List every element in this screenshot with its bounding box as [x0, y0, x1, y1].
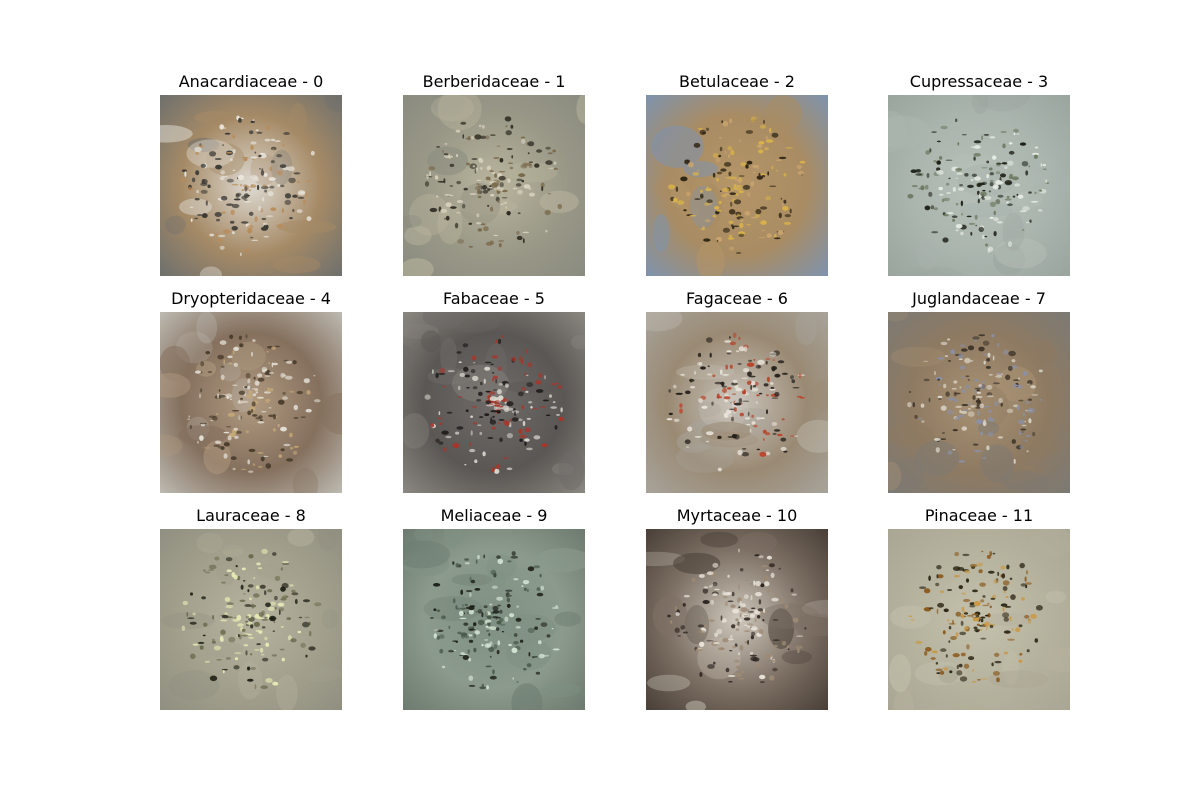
- texture-image: [403, 312, 585, 493]
- texture-image: [888, 95, 1070, 276]
- panel-title: Pinaceae - 11: [924, 506, 1034, 525]
- texture-image: [403, 529, 585, 710]
- panel-title: Berberidaceae - 1: [422, 72, 566, 91]
- texture-image: [646, 529, 828, 710]
- texture-image: [160, 95, 342, 276]
- texture-image: [403, 95, 585, 276]
- panel-title: Juglandaceae - 7: [912, 289, 1046, 308]
- panel-title: Myrtaceae - 10: [676, 506, 798, 525]
- panel-title: Meliaceae - 9: [440, 506, 548, 525]
- panel-title: Anacardiaceae - 0: [178, 72, 324, 91]
- texture-image: [646, 312, 828, 493]
- panel-title: Cupressaceae - 3: [909, 72, 1049, 91]
- panel-title: Fagaceae - 6: [686, 289, 788, 308]
- panel-title: Lauraceae - 8: [196, 506, 306, 525]
- texture-image: [160, 312, 342, 493]
- texture-image: [160, 529, 342, 710]
- panel-title: Fabaceae - 5: [443, 289, 545, 308]
- texture-image: [888, 529, 1070, 710]
- panel-title: Dryopteridaceae - 4: [171, 289, 331, 308]
- texture-image: [888, 312, 1070, 493]
- panel-title: Betulaceae - 2: [679, 72, 795, 91]
- texture-image: [646, 95, 828, 276]
